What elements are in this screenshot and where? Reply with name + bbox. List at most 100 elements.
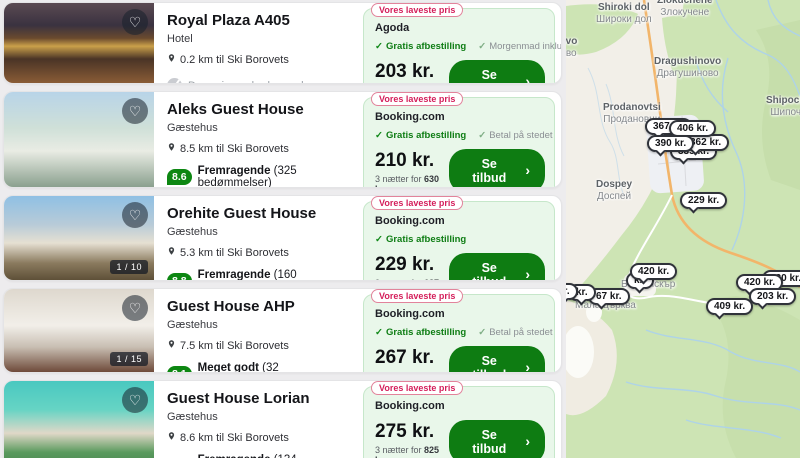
see-offer-button[interactable]: Se tilbud › (449, 60, 545, 83)
hotel-photo[interactable]: ♡ (4, 92, 154, 187)
rating-row: 8.1 Meget godt (32 bedømmelser) (167, 362, 355, 373)
location-pin-icon (167, 245, 176, 260)
best-offer-panel: Vores laveste pris Booking.com ✓ Gratis afb… (363, 92, 555, 187)
see-offer-label: Se tilbud (472, 354, 506, 372)
price-row: 203 kr.3 nætter for 609 kr. Se tilbud › (375, 60, 545, 83)
accommodation-type: Gæstehus (167, 319, 218, 331)
rating-text: Fremragende (134 bedømmelser) (198, 454, 355, 458)
favorite-button[interactable]: ♡ (122, 98, 148, 124)
offer-column: Vores laveste pris Booking.com ✓ Gratis afb… (363, 289, 555, 372)
hotel-card: ♡ 1 / 15 Guest House AHP Gæstehus 7.5 km til… (3, 288, 562, 373)
no-rating-row: Der er ingen bedømmelse (167, 78, 355, 84)
price-block: 210 kr. 3 nætter for 630 kr. (375, 150, 449, 187)
map-panel[interactable]: Shiroki dol Широки дол Zlokuchene Злокучене… (566, 0, 800, 458)
hotel-name[interactable]: Orehite Guest House (167, 205, 317, 222)
hotel-name[interactable]: Royal Plaza A405 (167, 12, 290, 29)
accommodation-type: Gæstehus (167, 226, 218, 238)
offer-column: Vores laveste pris Booking.com ✓ Gratis afb… (363, 196, 555, 280)
no-rating-text: Der er ingen bedømmelse (188, 80, 315, 84)
hotel-name[interactable]: Aleks Guest House (167, 101, 304, 118)
price-pin[interactable]: 409 kr. (706, 298, 754, 315)
see-offer-button[interactable]: Se tilbud › (449, 149, 545, 187)
amenities-row: ✓ Gratis afbestilling ✓ Betal på stedet (375, 327, 553, 338)
accommodation-type: Hotel (167, 33, 193, 45)
distance-row: 5.3 km til Ski Borovets (167, 245, 355, 260)
rating-label: Fremragende (197, 269, 271, 281)
hotel-photo[interactable]: ♡ 1 / 15 (4, 289, 154, 372)
location-pin-icon (167, 52, 176, 67)
amenity-item: ✓ Gratis afbestilling (375, 41, 466, 52)
price-pin[interactable]: 203 kr. (749, 288, 797, 305)
price-pin[interactable]: 229 kr. (680, 192, 728, 209)
hotel-name[interactable]: Guest House Lorian (167, 390, 310, 407)
amenity-label: Morgenmad inkluderet (489, 41, 562, 52)
see-offer-label: Se tilbud (472, 68, 506, 83)
hotel-info: Aleks Guest House Gæstehus 8.5 km til Ski … (154, 92, 363, 187)
amenity-item: ✓Morgenmad inkluderet (478, 41, 562, 52)
price-pin[interactable]: kr. (566, 283, 578, 300)
amenity-label: Gratis afbestilling (385, 130, 467, 141)
price-block: 229 kr. 3 nætter for 687 kr. (375, 254, 449, 280)
distance-text: 7.5 km til Ski Borovets (180, 339, 289, 352)
price-pin[interactable]: 420 kr. (630, 263, 678, 280)
amenity-item: ✓ Gratis afbestilling (375, 327, 466, 338)
location-pin-icon (168, 247, 175, 255)
checkmark-icon: ✓ (375, 234, 383, 245)
price-pin[interactable]: 406 kr. (669, 120, 717, 137)
see-offer-button[interactable]: Se tilbud › (449, 346, 545, 373)
location-pin-icon (168, 432, 175, 440)
see-offer-label: Se tilbud (472, 261, 506, 280)
favorite-button[interactable]: ♡ (122, 202, 148, 228)
amenity-label: Gratis afbestilling (385, 41, 467, 52)
offer-provider: Booking.com (375, 400, 445, 412)
location-pin-icon (167, 430, 176, 445)
favorite-button[interactable]: ♡ (122, 9, 148, 35)
total-price-text: 3 nætter for 825 kr. (375, 445, 449, 458)
amenity-item: ✓ Gratis afbestilling (375, 234, 466, 245)
total-price-text: 3 nætter for 630 kr. (375, 174, 449, 187)
rating-row: 8.6 Fremragende (325 bedømmelser) (167, 165, 355, 187)
chevron-right-icon: › (525, 162, 530, 179)
chevron-right-icon: › (525, 266, 530, 281)
hotel-info: Guest House AHP Gæstehus 7.5 km til Ski Bo… (154, 289, 363, 372)
price-pin[interactable]: 390 kr. (647, 135, 695, 152)
price-row: 275 kr. 3 nætter for 825 kr. Se tilbud › (375, 420, 545, 458)
offer-provider: Booking.com (375, 308, 445, 320)
hotel-name[interactable]: Guest House AHP (167, 298, 295, 315)
chevron-right-icon: › (525, 359, 530, 373)
photo-counter: 1 / 10 (110, 260, 148, 274)
total-price-value: 802 kr. (375, 371, 439, 372)
see-offer-label: Se tilbud (472, 157, 507, 185)
see-offer-button[interactable]: Se tilbud › (449, 420, 545, 458)
see-offer-label: Se tilbud (472, 428, 507, 456)
rating-text: Meget godt (32 bedømmelser) (197, 362, 279, 373)
favorite-button[interactable]: ♡ (122, 387, 148, 413)
location-pin-icon (168, 143, 175, 151)
heart-icon: ♡ (128, 103, 142, 119)
amenity-label: Gratis afbestilling (385, 327, 467, 338)
rating-row: 8.8 Fremragende (160 bedømmelser) (167, 269, 355, 281)
see-offer-button[interactable]: Se tilbud › (449, 253, 545, 281)
checkmark-icon: ✓ (375, 327, 383, 338)
hotel-photo[interactable]: ♡ 1 / 10 (4, 196, 154, 280)
lowest-price-badge: Vores laveste pris (371, 381, 464, 395)
price-row: 210 kr. 3 nætter for 630 kr. Se tilbud › (375, 149, 545, 187)
favorite-button[interactable]: ♡ (122, 295, 148, 321)
distance-text: 8.6 km til Ski Borovets (180, 431, 289, 444)
checkmark-icon: ✓ (375, 41, 383, 52)
price-per-night: 210 kr. (375, 150, 435, 171)
price-per-night: 267 kr. (375, 347, 435, 368)
offer-provider: Agoda (375, 22, 410, 34)
distance-text: 8.5 km til Ski Borovets (180, 142, 289, 155)
price-per-night: 229 kr. (375, 254, 435, 275)
distance-row: 8.6 km til Ski Borovets (167, 430, 355, 445)
price-row: 267 kr. 3 nætter for 802 kr. Se tilbud › (375, 346, 545, 373)
rating-score-badge: 8.6 (167, 169, 192, 185)
price-row: 229 kr. 3 nætter for 687 kr. Se tilbud › (375, 253, 545, 281)
price-block: 275 kr. 3 nætter for 825 kr. (375, 422, 449, 458)
distance-row: 8.5 km til Ski Borovets (167, 141, 355, 156)
rating-label: Fremragende (198, 454, 271, 458)
hotel-photo[interactable]: ♡ (4, 381, 154, 458)
hotel-photo[interactable]: ♡ (4, 3, 154, 83)
rating-score-badge: 8.8 (167, 273, 192, 280)
